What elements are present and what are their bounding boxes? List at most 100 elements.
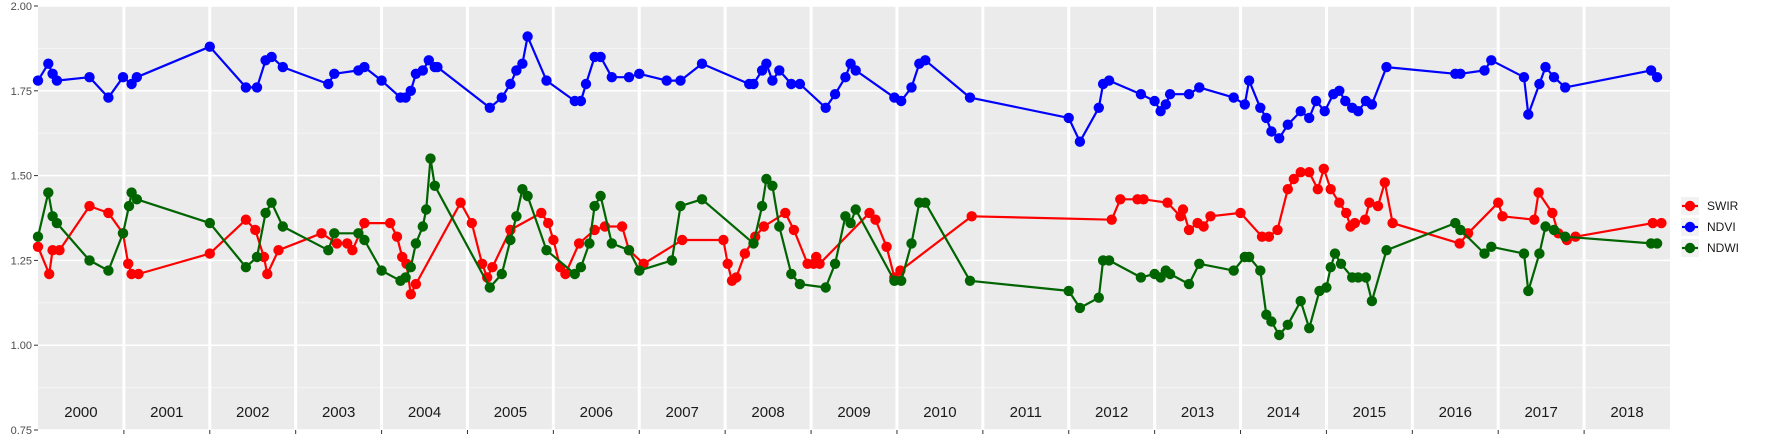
ndwi-point xyxy=(906,238,917,249)
ndwi-point xyxy=(1353,272,1364,283)
ndwi-point xyxy=(1194,258,1205,269)
ndvi-point xyxy=(541,75,552,86)
ndvi-point xyxy=(623,72,635,83)
ndwi-point xyxy=(1325,262,1336,273)
swir-point xyxy=(780,207,791,219)
ndwi-point xyxy=(920,197,931,208)
ndvi-point xyxy=(1319,106,1330,117)
swir-point xyxy=(1547,207,1558,219)
ndwi-point xyxy=(240,262,252,273)
swir-point xyxy=(543,217,554,229)
ndwi-point xyxy=(1479,248,1490,259)
legend-item-swir: SWIR xyxy=(1681,197,1739,215)
ndwi-point xyxy=(595,190,606,202)
swir-point xyxy=(103,207,114,219)
year-label-2011: 2011 xyxy=(1010,404,1042,421)
ndwi-point xyxy=(421,204,432,215)
ndwi-point xyxy=(123,200,135,212)
ndwi-point xyxy=(794,278,806,290)
year-label-2016: 2016 xyxy=(1439,404,1472,421)
ndwi-point xyxy=(43,187,54,198)
ndvi-point xyxy=(117,72,129,83)
ndwi-point xyxy=(1304,323,1315,334)
ndvi-point xyxy=(840,72,851,83)
ndwi-point xyxy=(634,265,645,276)
ndwi-point xyxy=(1518,248,1530,259)
swir-point xyxy=(1497,211,1508,222)
ndwi-point xyxy=(353,228,364,239)
swir-point xyxy=(44,268,55,280)
ndvi-point xyxy=(661,75,672,86)
swir-point xyxy=(966,211,977,222)
swir-point xyxy=(1183,224,1195,236)
ndvi-point xyxy=(606,72,617,83)
swir-point xyxy=(739,248,751,259)
year-label-2010: 2010 xyxy=(923,404,956,421)
ndwi-point xyxy=(1255,265,1266,276)
swir-point xyxy=(1295,167,1306,178)
ndwi-point xyxy=(410,238,422,249)
x-axis-year-labels: 2000 2001 2002 2003 2004 2005 2006 2007 2008 2009… xyxy=(64,404,1644,434)
swir-point xyxy=(718,234,729,246)
swir-point xyxy=(273,245,284,256)
ndwi-point xyxy=(575,262,587,273)
ndwi-point xyxy=(1366,295,1378,307)
swir-point xyxy=(133,268,144,280)
swir-point xyxy=(331,238,343,249)
ndvi-point xyxy=(1455,68,1466,80)
ndvi-point xyxy=(131,72,142,83)
ndvi-point xyxy=(1353,106,1364,117)
ndwi-point xyxy=(425,153,436,164)
swir-point xyxy=(262,268,273,280)
ndvi-point xyxy=(329,68,340,80)
ndwi-point xyxy=(1282,319,1294,330)
year-label-2018: 2018 xyxy=(1610,404,1643,421)
ndvi-point xyxy=(417,65,428,76)
ndvi-point xyxy=(103,92,114,103)
ndvi-point xyxy=(1243,75,1255,86)
ndvi-point xyxy=(1518,72,1530,83)
swir-point xyxy=(864,207,875,219)
ndvi-point xyxy=(51,75,63,86)
swir-point xyxy=(54,245,65,256)
swir-point xyxy=(455,197,466,208)
ndvi-point xyxy=(1074,136,1086,147)
ndvi-point xyxy=(204,41,215,52)
swir-point xyxy=(560,268,571,280)
ndvi-point xyxy=(634,68,645,80)
ndwi-point xyxy=(1560,231,1571,242)
ndvi-point xyxy=(423,55,434,66)
year-label-2015: 2015 xyxy=(1353,404,1386,421)
swir-point xyxy=(722,258,733,269)
ndvi-point xyxy=(774,65,785,76)
swir-point xyxy=(1647,217,1659,229)
swir-point xyxy=(1162,197,1173,208)
swir-point xyxy=(84,200,95,212)
swir-point xyxy=(466,217,477,229)
swir-point xyxy=(1282,184,1294,195)
ndwi-point xyxy=(1093,292,1105,303)
ndvi-point xyxy=(786,78,797,90)
ndwi-point xyxy=(329,228,340,239)
ndwi-point xyxy=(103,265,114,276)
swir-point xyxy=(1205,211,1216,222)
swir-point xyxy=(1364,197,1375,208)
ndwi-point xyxy=(1183,278,1195,290)
ndvi-point xyxy=(1366,99,1378,110)
ndvi-point xyxy=(1183,89,1195,100)
grid-lines xyxy=(38,5,1670,431)
ndvi-point xyxy=(767,75,778,86)
swir-point xyxy=(1341,207,1352,219)
ndwi-point xyxy=(1243,251,1255,263)
ndvi-point xyxy=(1540,61,1551,73)
y-axis: 0.75 1.00 1.25 1.50 1.75 2.00 xyxy=(11,1,38,437)
ndvi-point xyxy=(43,58,54,69)
ndvi-point xyxy=(1304,112,1315,124)
ndvi-point xyxy=(1548,72,1560,83)
ndwi-point xyxy=(774,221,785,232)
swir-point xyxy=(1198,221,1209,232)
ndvi-point xyxy=(1194,82,1205,93)
ndvi-point xyxy=(1093,102,1105,114)
ndvi-point xyxy=(240,82,252,93)
ndwi-point xyxy=(850,204,861,215)
